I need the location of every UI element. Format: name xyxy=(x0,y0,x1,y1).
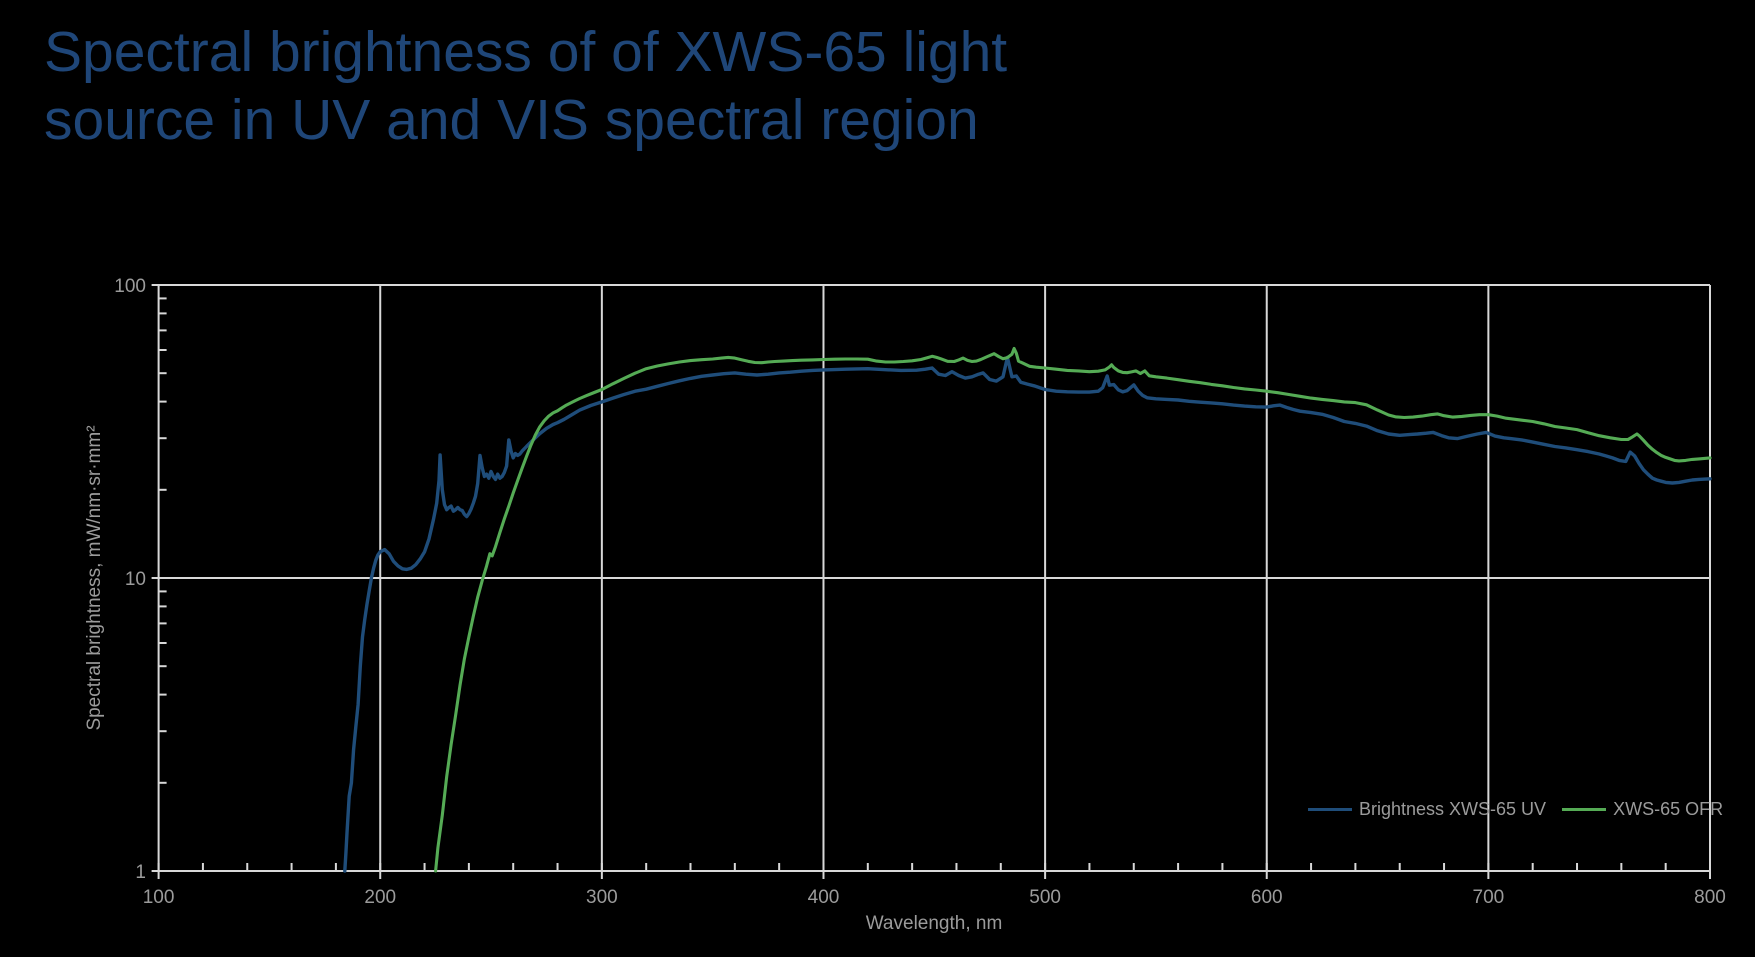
x-axis-title: Wavelength, nm xyxy=(865,913,1003,934)
page-title-line1: Spectral brightness of of XWS-65 light xyxy=(44,20,1008,84)
legend-entry-ofr: XWS-65 OFR xyxy=(1562,799,1723,820)
series-line-uv xyxy=(343,355,1712,873)
x-tick-label: 100 xyxy=(143,887,175,908)
x-tick-label: 200 xyxy=(364,887,396,908)
legend-swatch xyxy=(1562,808,1607,811)
legend-swatch xyxy=(1308,808,1352,811)
x-tick-label: 700 xyxy=(1473,887,1505,908)
chart-legend: Brightness XWS-65 UV XWS-65 OFR xyxy=(1308,799,1723,820)
page-title-line2: source in UV and VIS spectral region xyxy=(44,88,979,153)
legend-label: Brightness XWS-65 UV xyxy=(1359,799,1547,819)
y-tick-label: 100 xyxy=(114,276,146,297)
legend-entry-uv: Brightness XWS-65 UV xyxy=(1308,799,1546,820)
y-axis-title: Spectral brightness, mW/nm·sr·mm² xyxy=(84,425,105,731)
x-tick-label: 800 xyxy=(1694,887,1726,908)
x-tick-label: 300 xyxy=(586,887,618,908)
y-tick-label: 10 xyxy=(125,569,146,590)
legend-label: XWS-65 OFR xyxy=(1613,799,1724,819)
series-line-ofr xyxy=(434,346,1712,873)
page-title: Spectral brightness of of XWS-65 light s… xyxy=(44,18,1007,155)
y-tick-label: 1 xyxy=(135,862,146,883)
x-tick-label: 400 xyxy=(808,887,840,908)
x-tick-label: 500 xyxy=(1029,887,1061,908)
x-tick-label: 600 xyxy=(1251,887,1283,908)
